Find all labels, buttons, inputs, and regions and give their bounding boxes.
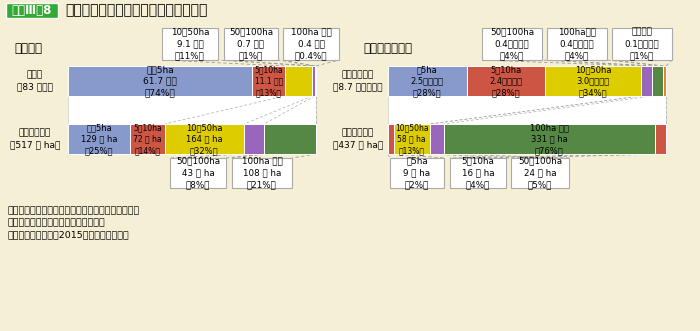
- Bar: [285, 66, 312, 96]
- Text: 50～100ha
43 万 ha
（8%）: 50～100ha 43 万 ha （8%）: [176, 157, 220, 189]
- Bar: [655, 124, 666, 154]
- Text: 10～50ha
58 万 ha
（13%）: 10～50ha 58 万 ha （13%）: [395, 123, 428, 155]
- Bar: [388, 66, 666, 154]
- Bar: [315, 66, 316, 96]
- Bar: [170, 158, 226, 188]
- Text: ～5ha
2.5万経営体
（28%）: ～5ha 2.5万経営体 （28%）: [411, 65, 444, 97]
- Text: 5～10ha
11.1 万戸
（13%）: 5～10ha 11.1 万戸 （13%）: [254, 65, 283, 97]
- Bar: [450, 158, 506, 188]
- Text: 5～10ha
72 万 ha
（14%）: 5～10ha 72 万 ha （14%）: [133, 123, 162, 155]
- Bar: [164, 124, 244, 154]
- Bar: [68, 124, 130, 154]
- Text: 10～50ha
9.1 万戸
（11%）: 10～50ha 9.1 万戸 （11%）: [171, 28, 209, 60]
- Text: 10～50ha
164 万 ha
（32%）: 10～50ha 164 万 ha （32%）: [186, 123, 223, 155]
- Text: １～5ha
129 万 ha
（25%）: １～5ha 129 万 ha （25%）: [80, 123, 118, 155]
- Bar: [6, 3, 58, 18]
- Text: １～5ha
61.7 万戸
（74%）: １～5ha 61.7 万戸 （74%）: [144, 65, 177, 97]
- Bar: [68, 66, 253, 96]
- Bar: [652, 66, 663, 96]
- Bar: [612, 28, 672, 60]
- Bar: [68, 66, 316, 154]
- Bar: [482, 28, 542, 60]
- Bar: [224, 28, 278, 60]
- Text: ［林家］: ［林家］: [14, 41, 42, 55]
- Text: 50～100ha
24 万 ha
（5%）: 50～100ha 24 万 ha （5%）: [518, 157, 562, 189]
- Text: 保有山林面積
（517 万 ha）: 保有山林面積 （517 万 ha）: [10, 129, 60, 149]
- Text: 林家数
（83 万戸）: 林家数 （83 万戸）: [17, 71, 53, 91]
- Bar: [162, 28, 218, 60]
- Bar: [547, 28, 607, 60]
- Text: 100ha 以上
0.4 万戸
（0.4%）: 100ha 以上 0.4 万戸 （0.4%）: [290, 28, 331, 60]
- Bar: [511, 158, 569, 188]
- Bar: [430, 124, 444, 154]
- Text: 林家・林業経営体の数と保有山林面積: 林家・林業経営体の数と保有山林面積: [65, 4, 207, 18]
- Bar: [467, 66, 545, 96]
- Text: 資料Ⅲ－8: 資料Ⅲ－8: [12, 4, 52, 17]
- Text: 5～10ha
2.4万経営体
（28%）: 5～10ha 2.4万経営体 （28%）: [489, 65, 522, 97]
- Text: 100ha 以上
108 万 ha
（21%）: 100ha 以上 108 万 ha （21%）: [241, 157, 282, 189]
- Text: 注１：（　）内の数値は合計に占める割合である。: 注１：（ ）内の数値は合計に占める割合である。: [8, 206, 140, 215]
- Bar: [640, 66, 652, 96]
- Bar: [283, 28, 339, 60]
- Text: 5～10ha
16 万 ha
（4%）: 5～10ha 16 万 ha （4%）: [461, 157, 494, 189]
- Bar: [663, 66, 666, 96]
- Text: 50～100ha
0.7 万戸
（1%）: 50～100ha 0.7 万戸 （1%）: [229, 28, 273, 60]
- Text: ２：計の不一致は四捨五入による。: ２：計の不一致は四捨五入による。: [8, 218, 106, 227]
- Bar: [388, 66, 467, 96]
- Text: 資料：農林水産省「2015年農業センサス」: 資料：農林水産省「2015年農業センサス」: [8, 230, 130, 239]
- Bar: [393, 124, 430, 154]
- Text: ［林業経営体］: ［林業経営体］: [363, 41, 412, 55]
- Bar: [388, 124, 393, 154]
- Bar: [390, 158, 444, 188]
- Bar: [244, 124, 264, 154]
- Text: 100ha 以上
331 万 ha
（76%）: 100ha 以上 331 万 ha （76%）: [530, 123, 568, 155]
- Bar: [264, 124, 316, 154]
- Bar: [444, 124, 655, 154]
- Text: 林業経営体数
（8.7 万経営体）: 林業経営体数 （8.7 万経営体）: [333, 71, 383, 91]
- Bar: [545, 66, 641, 96]
- Text: ～5ha
9 万 ha
（2%）: ～5ha 9 万 ha （2%）: [403, 157, 430, 189]
- Bar: [232, 158, 292, 188]
- Text: 50～100ha
0.4万経営体
（4%）: 50～100ha 0.4万経営体 （4%）: [490, 28, 534, 60]
- Text: 保有山林面積
（437 万 ha）: 保有山林面積 （437 万 ha）: [333, 129, 383, 149]
- Text: 保有なし
0.1万経営体
（1%）: 保有なし 0.1万経営体 （1%）: [624, 28, 659, 60]
- Bar: [312, 66, 315, 96]
- Text: 10～50ha
3.0万経営体
（34%）: 10～50ha 3.0万経営体 （34%）: [575, 65, 611, 97]
- Bar: [253, 66, 285, 96]
- Text: 100ha以上
0.4万経営体
（4%）: 100ha以上 0.4万経営体 （4%）: [558, 28, 596, 60]
- Bar: [130, 124, 164, 154]
